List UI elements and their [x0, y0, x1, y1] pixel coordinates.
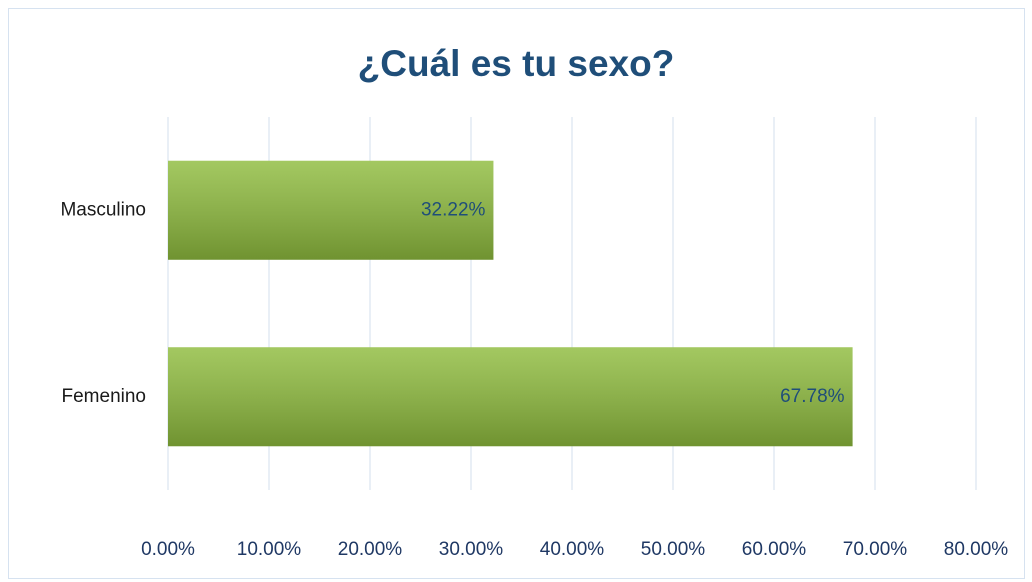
category-label: Masculino: [60, 199, 146, 220]
x-tick-label: 80.00%: [944, 539, 1009, 560]
chart-title: ¿Cuál es tu sexo?: [358, 43, 675, 84]
x-tick-label: 0.00%: [141, 539, 195, 560]
category-label: Femenino: [62, 386, 147, 407]
bar-shade: [168, 160, 494, 260]
chart-border: [8, 8, 1025, 579]
x-tick-label: 10.00%: [237, 539, 302, 560]
x-tick-label: 60.00%: [742, 539, 807, 560]
x-tick-label: 30.00%: [439, 539, 504, 560]
value-label: 67.78%: [780, 386, 845, 407]
bar-shade: [168, 347, 853, 447]
x-tick-label: 20.00%: [338, 539, 403, 560]
x-tick-label: 50.00%: [641, 539, 706, 560]
x-tick-label: 70.00%: [843, 539, 908, 560]
x-tick-label: 40.00%: [540, 539, 605, 560]
value-label: 32.22%: [421, 199, 486, 220]
